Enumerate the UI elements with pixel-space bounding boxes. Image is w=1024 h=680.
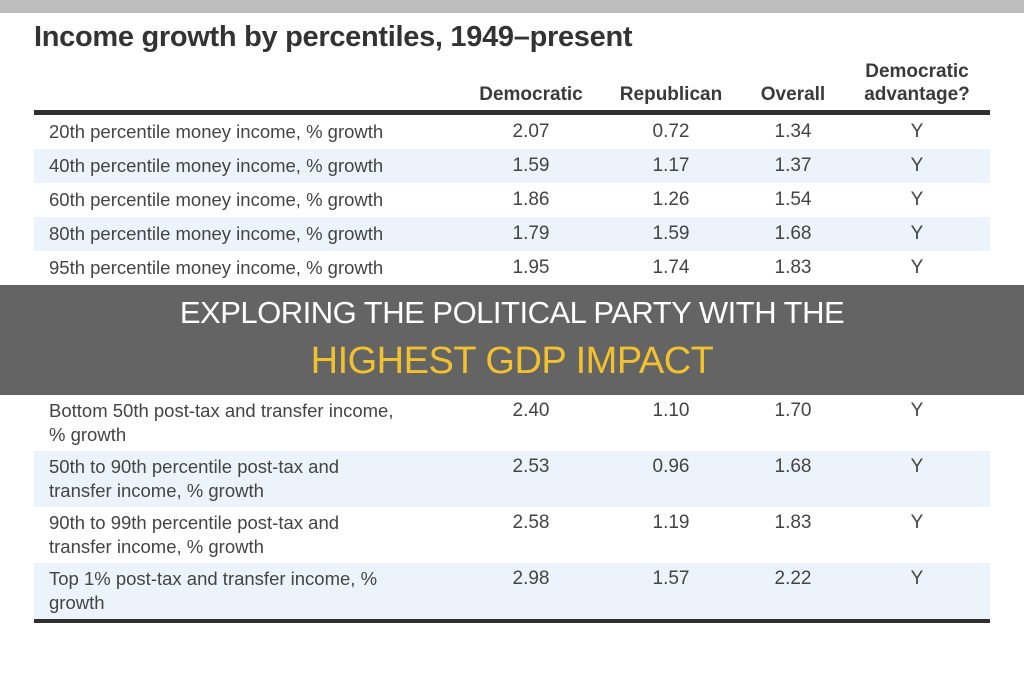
cell-value: 1.95 <box>512 257 550 278</box>
cell-value: 1.79 <box>512 223 550 244</box>
cell-value: 1.26 <box>652 189 690 210</box>
cell-value: 1.54 <box>774 189 812 210</box>
table-row: Top 1% post-tax and transfer income, % g… <box>34 563 990 619</box>
table-row: 95th percentile money income, % growth 1.… <box>34 251 990 285</box>
cell-value: 2.07 <box>512 121 550 142</box>
cell-value: Y <box>910 568 924 589</box>
cell-value: 2.40 <box>512 400 550 421</box>
cell-value: 1.86 <box>512 189 550 210</box>
column-header-republican: Republican <box>619 84 723 105</box>
cell-value: 1.68 <box>774 456 812 477</box>
row-label: Top 1% post-tax and transfer income, % g… <box>49 568 378 613</box>
overlay-headline: EXPLORING THE POLITICAL PARTY WITH THE <box>179 295 845 330</box>
row-label: 80th percentile money income, % growth <box>49 223 384 244</box>
cell-value: Y <box>910 456 924 477</box>
cell-value: Y <box>910 257 924 278</box>
cell-value: 1.83 <box>774 512 812 533</box>
row-label: 50th to 90th percentile post-tax and tra… <box>49 456 340 501</box>
table-row: 50th to 90th percentile post-tax and tra… <box>34 451 990 507</box>
cell-value: Y <box>910 189 924 210</box>
row-label: 90th to 99th percentile post-tax and tra… <box>49 512 340 557</box>
cell-value: 1.70 <box>774 400 812 421</box>
cell-value: 2.98 <box>512 568 550 589</box>
cell-value: 1.74 <box>652 257 690 278</box>
cell-value: Y <box>910 512 924 533</box>
cell-value: 1.37 <box>774 155 812 176</box>
table-row: 40th percentile money income, % growth 1.… <box>34 149 990 183</box>
table-row: 80th percentile money income, % growth 1.… <box>34 217 990 251</box>
table-body: 20th percentile money income, % growth 2.… <box>34 115 990 619</box>
cell-value: 2.58 <box>512 512 550 533</box>
overlay-headline-highlight: HIGHEST GDP IMPACT <box>310 340 714 382</box>
title-overlay-band <box>0 285 1024 395</box>
cell-value: 1.19 <box>652 512 690 533</box>
cell-value: Y <box>910 155 924 176</box>
cell-value: Y <box>910 400 924 421</box>
cell-value: 1.68 <box>774 223 812 244</box>
cell-value: 1.10 <box>652 400 690 421</box>
table-row: 90th to 99th percentile post-tax and tra… <box>34 507 990 563</box>
top-bar <box>0 0 1024 13</box>
cell-value: 1.17 <box>652 155 690 176</box>
cell-value: 1.59 <box>652 223 690 244</box>
table-title: Income growth by percentiles, 1949–prese… <box>34 21 633 53</box>
column-header-democratic-advantage: Democratic advantage? <box>864 61 970 105</box>
row-label: 40th percentile money income, % growth <box>49 155 384 176</box>
cell-value: 1.34 <box>774 121 812 142</box>
cell-value: 2.53 <box>512 456 550 477</box>
row-label: Bottom 50th post-tax and transfer income… <box>49 400 394 445</box>
cell-value: 1.57 <box>652 568 690 589</box>
cell-value: 1.83 <box>774 257 812 278</box>
cell-value: 1.59 <box>512 155 550 176</box>
row-label: 95th percentile money income, % growth <box>49 257 384 278</box>
table-header: Democratic Republican Overall Democratic… <box>34 58 990 108</box>
header-divider <box>34 110 990 115</box>
table-row: Bottom 50th post-tax and transfer income… <box>34 395 990 451</box>
column-header-overall: Overall <box>760 84 826 105</box>
table-row: 20th percentile money income, % growth 2.… <box>34 115 990 149</box>
column-header-democratic: Democratic <box>479 84 583 105</box>
table-row: 60th percentile money income, % growth 1.… <box>34 183 990 217</box>
cell-value: Y <box>910 121 924 142</box>
table-bottom-divider <box>34 619 990 623</box>
cell-value: Y <box>910 223 924 244</box>
row-label: 60th percentile money income, % growth <box>49 189 384 210</box>
row-label: 20th percentile money income, % growth <box>49 121 384 142</box>
cell-value: 0.72 <box>652 121 690 142</box>
cell-value: 2.22 <box>774 568 812 589</box>
cell-value: 0.96 <box>652 456 690 477</box>
